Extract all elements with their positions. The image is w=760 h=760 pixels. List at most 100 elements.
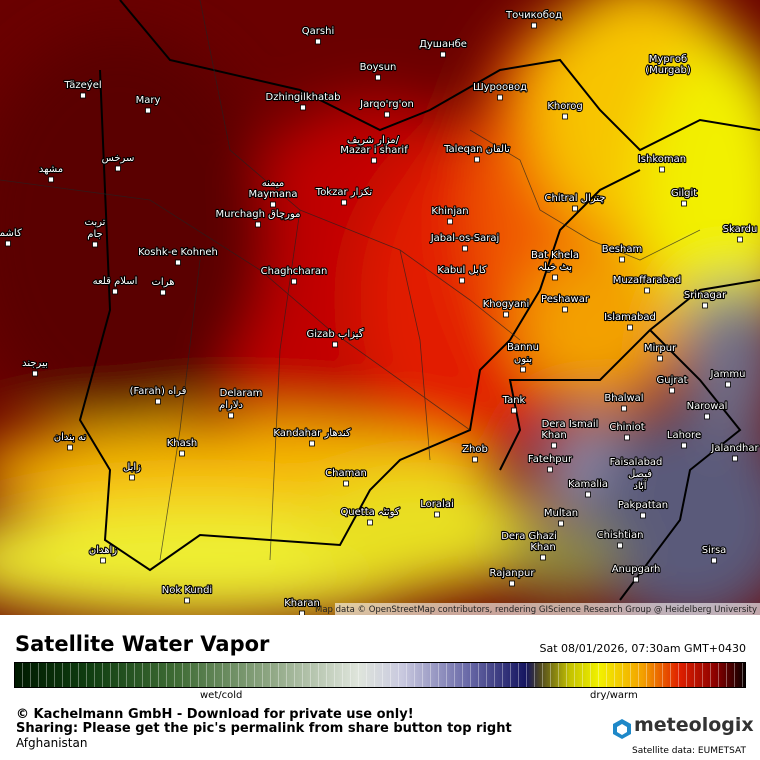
place-label: جام xyxy=(87,229,102,240)
place-label: (Farah) فراه xyxy=(130,386,187,397)
place-label: Sirsa xyxy=(702,545,727,556)
place-label: بیرجند xyxy=(22,358,48,369)
place-label: بنوں xyxy=(514,354,532,365)
map: Qarshi Душанбе Точикобод Boysun Täzeýel Mary D… xyxy=(0,0,760,615)
place-marker xyxy=(624,434,630,441)
place-marker xyxy=(665,66,671,73)
place-marker xyxy=(48,176,54,183)
place-label: Kandahar کندهار xyxy=(273,428,351,439)
copyright: © Kachelmann GmbH - Download for private… xyxy=(16,707,414,722)
place-label: Boysun xyxy=(360,62,397,73)
place-marker xyxy=(100,557,106,564)
place-marker xyxy=(511,407,517,414)
place-marker xyxy=(155,398,161,405)
place-marker xyxy=(384,111,390,118)
place-marker xyxy=(659,166,665,173)
place-label: Besham xyxy=(602,244,642,255)
place-marker xyxy=(375,74,381,81)
place-label: Rajanpur xyxy=(490,568,536,579)
place-marker xyxy=(447,218,453,225)
place-marker xyxy=(145,107,151,114)
place-label: Lahore xyxy=(667,430,701,441)
place-label: Zhob xyxy=(462,444,488,455)
place-label: Bhalwal xyxy=(604,393,643,404)
place-label: Chaman xyxy=(325,468,367,479)
place-marker xyxy=(184,597,190,604)
place-marker xyxy=(669,387,675,394)
place-marker xyxy=(255,221,261,228)
place-marker xyxy=(343,480,349,487)
attribution-bg xyxy=(335,603,760,615)
place-label: Khorog xyxy=(547,101,582,112)
place-marker xyxy=(540,554,546,561)
place-label: Точикобод xyxy=(505,10,562,21)
place-label: سرخس xyxy=(102,153,135,164)
place-marker xyxy=(531,22,537,29)
place-label: Khan xyxy=(541,430,566,441)
place-marker xyxy=(270,201,276,208)
place-label: Taleqan تالقان xyxy=(443,144,510,155)
place-marker xyxy=(702,302,708,309)
place-label: Peshawar xyxy=(541,294,590,305)
place-marker xyxy=(175,259,181,266)
place-marker xyxy=(129,474,135,481)
place-label: Loralai xyxy=(420,499,453,510)
place-label: Dzhingilkhatab xyxy=(266,92,341,103)
logo-icon xyxy=(613,719,631,739)
place-marker xyxy=(179,450,185,457)
place-label: Mirpur xyxy=(644,343,677,354)
place-label: Mary xyxy=(136,95,161,106)
place-label: Kabul کابل xyxy=(437,265,487,276)
place-label: Koshk-e Kohneh xyxy=(138,247,218,258)
place-marker xyxy=(228,412,234,419)
place-marker xyxy=(552,274,558,281)
place-marker xyxy=(732,455,738,462)
place-marker xyxy=(299,610,305,615)
place-marker xyxy=(572,205,578,212)
place-label: Muzaffarabad xyxy=(613,275,681,286)
place-label: Khash xyxy=(167,438,198,449)
place-label: Fatehpur xyxy=(528,454,573,465)
place-label: Chiniot xyxy=(609,422,644,433)
place-label: Khan xyxy=(530,542,555,553)
sharing-note: Sharing: Please get the pic's permalink … xyxy=(16,721,512,736)
place-marker xyxy=(332,341,338,348)
place-marker xyxy=(547,466,553,473)
place-label: Jalandhar xyxy=(710,443,759,454)
place-marker xyxy=(434,511,440,518)
place-label: Dera Ismail xyxy=(542,419,599,430)
place-marker xyxy=(617,542,623,549)
place-label: Khinjan xyxy=(431,206,468,217)
place-label: Mazar i sharif xyxy=(340,145,408,156)
place-label: Tokzar تکزار xyxy=(315,187,373,198)
place-label: Qarshi xyxy=(302,26,334,37)
place-label: Chaghcharan xyxy=(261,266,328,277)
place-marker xyxy=(497,94,503,101)
place-label: آباد xyxy=(633,479,647,492)
place-labels: Qarshi Душанбе Точикобод Boysun Täzeýel Mary D… xyxy=(0,9,760,615)
place-label: Murchagh مورچاق xyxy=(215,209,300,220)
place-marker xyxy=(562,306,568,313)
place-label: Srinagar xyxy=(684,290,727,301)
place-marker xyxy=(300,104,306,111)
place-label: Delaram xyxy=(220,388,263,399)
legend-right-label: dry/warm xyxy=(590,690,638,701)
attribution: Map data © OpenStreetMap contributors, r… xyxy=(315,605,757,615)
place-marker xyxy=(474,156,480,163)
timestamp: Sat 08/01/2026, 07:30am GMT+0430 xyxy=(539,642,746,655)
place-marker xyxy=(80,92,86,99)
place-label: Täzeýel xyxy=(63,79,101,91)
place-marker xyxy=(627,324,633,331)
place-label: Anupgarh xyxy=(612,564,661,575)
place-label: Gujrat xyxy=(656,375,687,386)
place-marker xyxy=(503,311,509,318)
place-marker xyxy=(585,491,591,498)
place-label: Dera Ghazi xyxy=(501,531,557,542)
region: Afghanistan xyxy=(16,736,88,750)
place-label: Ishkoman xyxy=(638,154,686,165)
place-label: فیصل xyxy=(628,469,652,480)
place-marker xyxy=(291,278,297,285)
place-label: Jabal-os-Saraj xyxy=(430,233,500,244)
place-label: Maymana xyxy=(248,189,297,200)
place-label: هرات xyxy=(152,277,175,288)
